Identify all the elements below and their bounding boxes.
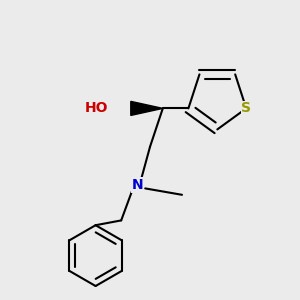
Text: S: S: [241, 101, 251, 116]
Text: HO: HO: [85, 101, 108, 116]
Text: N: N: [131, 178, 143, 192]
Polygon shape: [131, 101, 163, 116]
